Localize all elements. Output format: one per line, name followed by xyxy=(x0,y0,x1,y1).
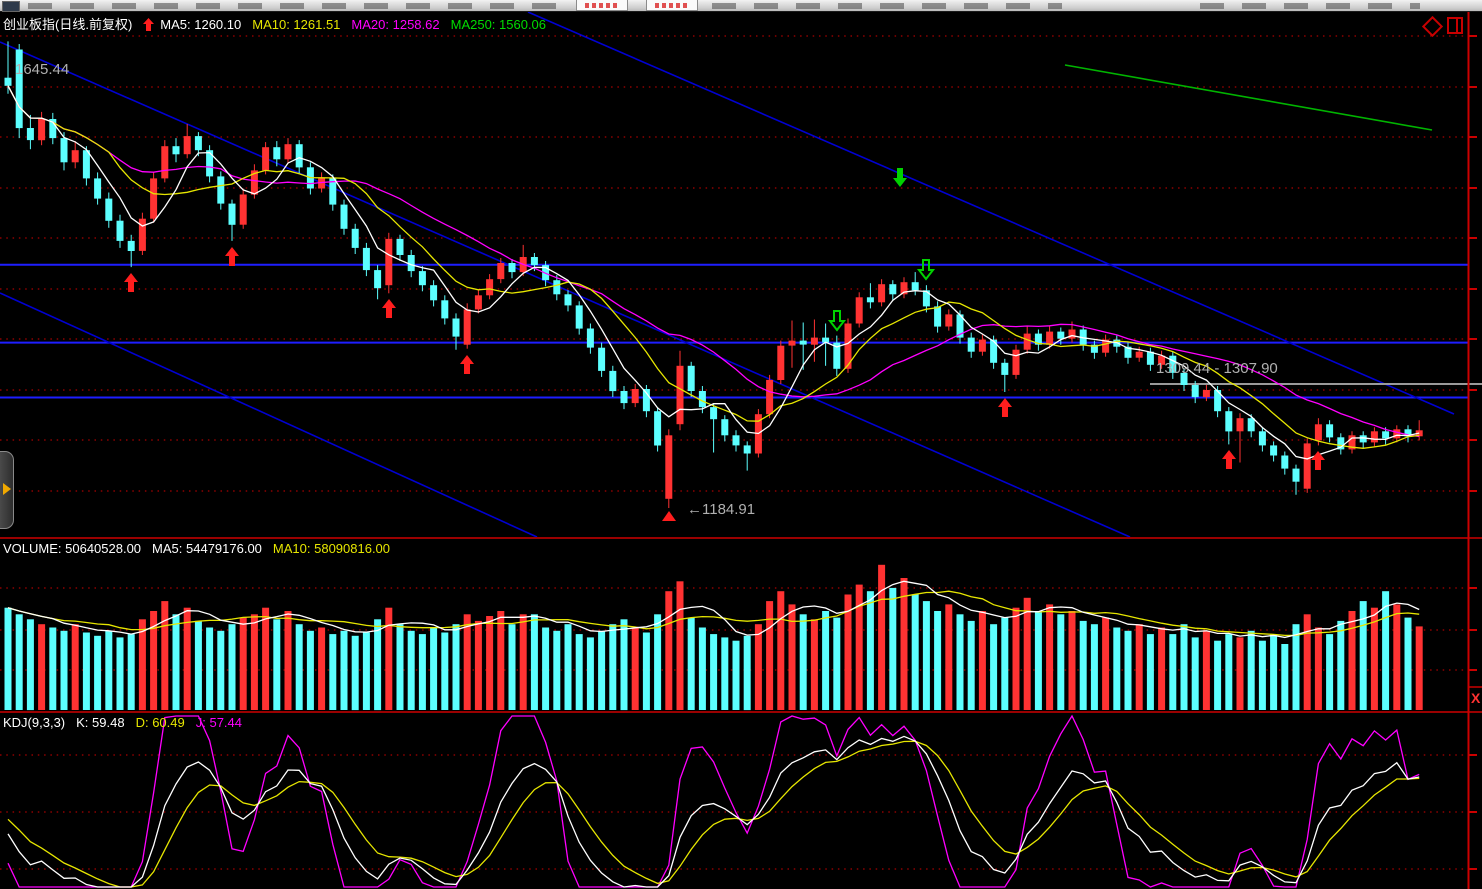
volume-panel-close-button[interactable]: X xyxy=(1471,690,1481,706)
volume-bars xyxy=(4,564,1423,711)
menubar-button-2[interactable] xyxy=(646,0,698,11)
buy-arrow xyxy=(998,398,1012,417)
kdj-title: KDJ(9,3,3) xyxy=(3,715,66,730)
kdj-k-line xyxy=(7,735,1420,888)
buy-arrow xyxy=(124,273,138,292)
volume-ma5-line xyxy=(7,580,1420,639)
buy-arrow xyxy=(460,355,474,374)
menu-items-left[interactable] xyxy=(28,3,563,9)
signal-arrows xyxy=(124,168,1325,521)
menu-items-middle[interactable] xyxy=(712,3,1062,9)
axis-ticks xyxy=(1469,35,1477,870)
kdj-k-value: K: 59.48 xyxy=(76,715,125,730)
volume-header: VOLUME: 50640528.00 MA5: 54479176.00 MA10:… xyxy=(3,541,401,556)
volume-ma10-value: MA10: 58090816.00 xyxy=(272,541,391,556)
window-split-icon[interactable] xyxy=(1447,17,1463,34)
buy-arrow xyxy=(225,247,239,266)
ma10-line xyxy=(7,85,1420,449)
expand-arrow-icon xyxy=(3,483,11,495)
gridlines xyxy=(0,35,1468,870)
panel-hotspots[interactable] xyxy=(0,12,1468,889)
kdj-j-line xyxy=(7,714,1420,888)
app-icon[interactable] xyxy=(2,1,20,12)
main-chart-header: 创业板指(日线.前复权) MA5: 1260.10 MA10: 1261.51 MA2… xyxy=(3,14,557,33)
volume-ma10-line xyxy=(7,590,1420,637)
buy-arrow xyxy=(1311,451,1325,470)
ma5-line xyxy=(7,85,1420,460)
up-arrow-icon xyxy=(143,17,155,32)
kdj-j-value: J: 57.44 xyxy=(195,715,242,730)
sell-arrow-hollow xyxy=(916,259,936,281)
low-price-label: ←1184.91 xyxy=(687,501,756,518)
instrument-title: 创业板指(日线.前复权) xyxy=(3,17,133,32)
high-price-label: 1645.44 xyxy=(15,61,70,78)
ma250-value: MA250: 1560.06 xyxy=(450,17,547,32)
kdj-header: KDJ(9,3,3) K: 59.48 D: 60.49 J: 57.44 xyxy=(3,715,253,730)
gap-range-label: 1309.44 - 1307.90 xyxy=(1156,360,1278,377)
ma10-value: MA10: 1261.51 xyxy=(252,17,341,32)
kdj-d-value: D: 60.49 xyxy=(135,715,185,730)
kdj-d-line xyxy=(7,740,1420,888)
panel-borders xyxy=(0,11,1482,889)
menubar-button-1[interactable] xyxy=(576,0,628,11)
buy-arrow xyxy=(382,299,396,318)
menu-items-right[interactable] xyxy=(1200,3,1420,9)
main-chart-area[interactable] xyxy=(0,12,1468,538)
menubar xyxy=(0,0,1482,12)
buy-arrow xyxy=(1222,450,1236,469)
sell-arrow-hollow xyxy=(827,310,847,332)
low-marker-triangle xyxy=(662,511,676,521)
ma250-line xyxy=(1064,64,1433,131)
ma5-value: MA5: 1260.10 xyxy=(160,17,242,32)
ma20-value: MA20: 1258.62 xyxy=(351,17,440,32)
volume-ma5-value: MA5: 54479176.00 xyxy=(152,541,262,556)
sidebar-expand-tab[interactable] xyxy=(0,451,14,529)
volume-value: VOLUME: 50640528.00 xyxy=(3,541,142,556)
sell-arrow-filled xyxy=(893,168,907,187)
trendlines xyxy=(0,11,1455,538)
ma20-line xyxy=(7,85,1420,438)
